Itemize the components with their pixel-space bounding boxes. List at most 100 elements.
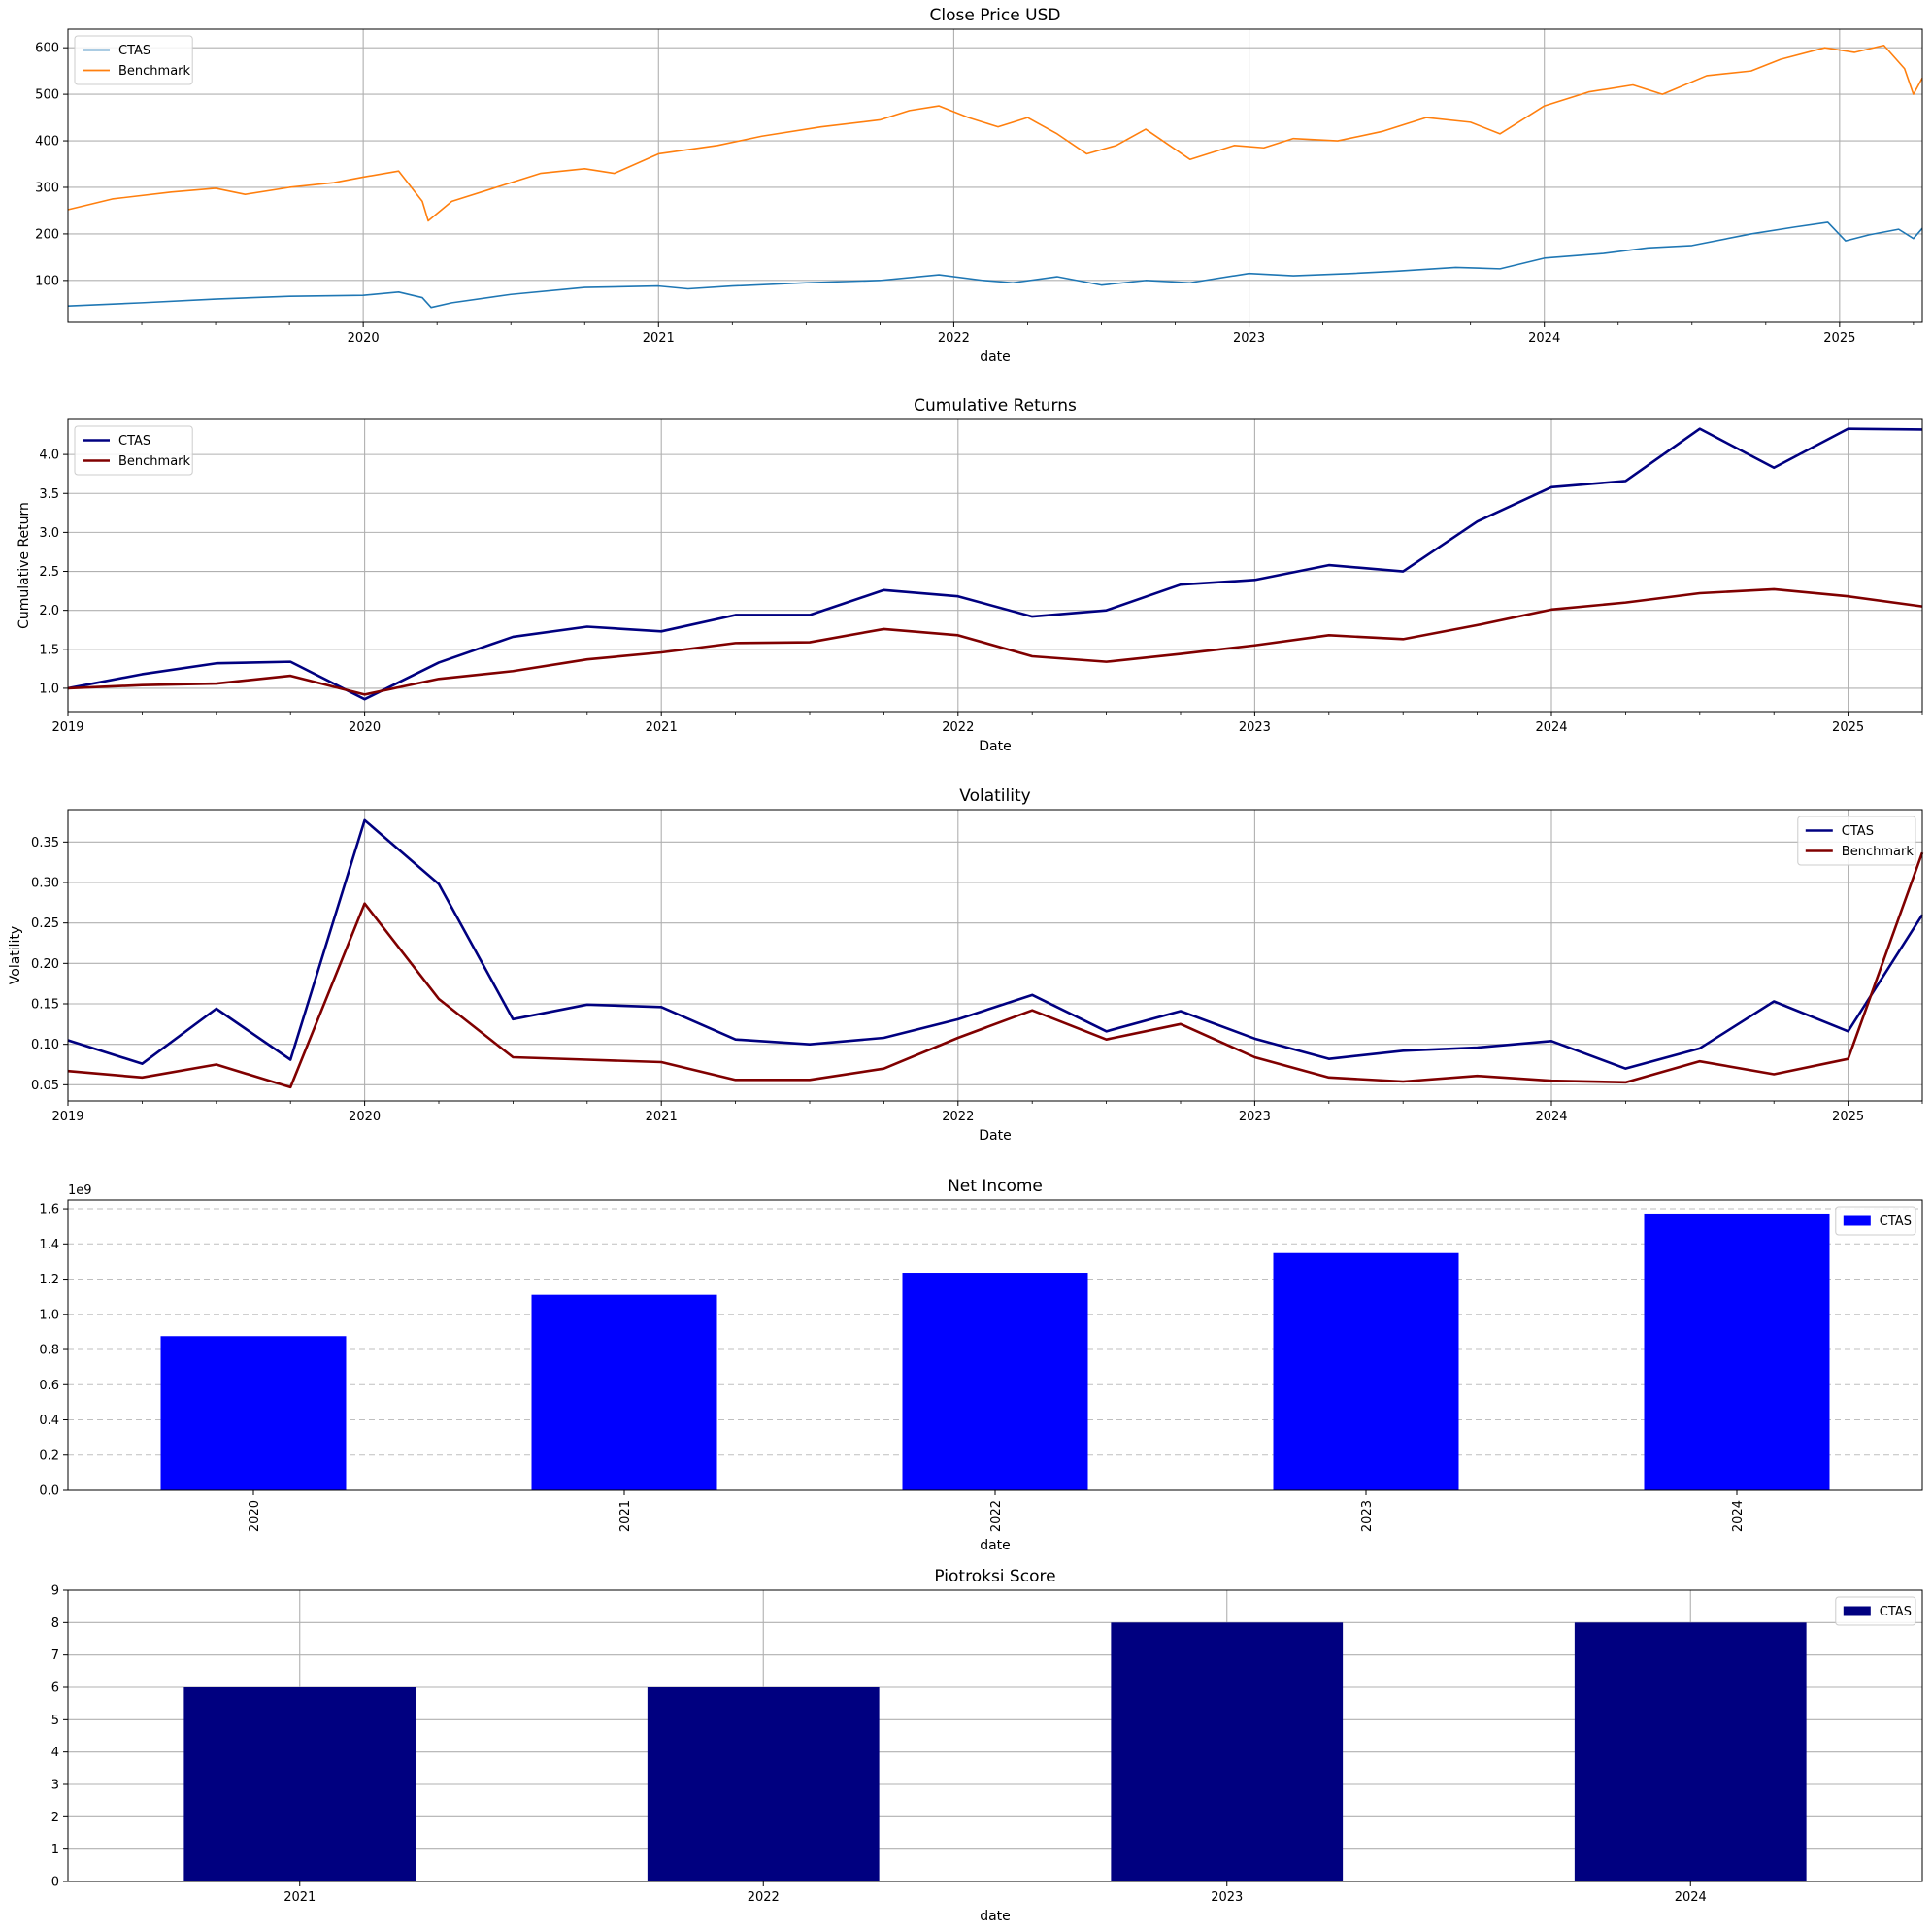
x-tick-label: 2023 — [1239, 720, 1271, 735]
y-tick-label: 0.6 — [39, 1379, 59, 1393]
legend-box — [1835, 1206, 1916, 1236]
y-tick-label: 100 — [35, 274, 59, 288]
legend-label: CTAS — [1842, 824, 1874, 839]
legend-swatch-ctas — [1843, 1606, 1871, 1616]
y-tick-label: 2.0 — [39, 604, 59, 618]
x-tick-label: 2022 — [938, 331, 970, 346]
y-tick-label: 0.35 — [31, 836, 59, 850]
x-tick-label: 2020 — [348, 331, 380, 346]
chart-title: Cumulative Returns — [914, 396, 1077, 416]
y-axis-label: Volatility — [8, 926, 23, 984]
x-tick-label: 2023 — [1239, 1110, 1271, 1124]
y-tick-label: 200 — [35, 227, 59, 242]
y-tick-label: 5 — [51, 1714, 59, 1728]
series-line-ctas — [67, 427, 1923, 701]
chart-title: Piotroksi Score — [934, 1567, 1055, 1586]
grid — [67, 419, 1922, 712]
y-tick-label: 1.0 — [39, 1308, 59, 1322]
chart-panel-1: Close Price USD 100 200 300 400 500 600 2020 202… — [35, 6, 1923, 365]
bar-2024 — [1644, 1213, 1830, 1490]
legend: CTAS Benchmark — [74, 425, 193, 476]
series-line-benchmark — [67, 44, 1923, 222]
grid — [67, 810, 1922, 1101]
bar-2021 — [531, 1294, 717, 1490]
x-tick-label: 2022 — [748, 1890, 780, 1905]
y-tick-label: 4.0 — [39, 449, 59, 463]
y-tick-label: 0.15 — [31, 998, 59, 1013]
legend-box — [74, 425, 193, 476]
x-tick-label: 2021 — [646, 720, 678, 735]
y-tick-label: 6 — [51, 1681, 59, 1696]
chart-panel-5: Piotroksi Score 0 1 2 3 4 5 6 7 8 9 2021 2022 2023 202… — [51, 1567, 1923, 1924]
y-tick-label: 1.6 — [39, 1203, 59, 1217]
x-tick-label: 2019 — [51, 1110, 83, 1124]
y-tick-label: 0.10 — [31, 1038, 59, 1052]
x-tick-label: 2025 — [1832, 1110, 1864, 1124]
y-tick-label: 0.25 — [31, 916, 59, 931]
y-tick-label: 1.4 — [39, 1238, 59, 1252]
x-tick-label: 2019 — [51, 720, 83, 735]
y-tick-label: 4 — [51, 1746, 59, 1760]
chart-title: Net Income — [948, 1177, 1043, 1196]
x-tick-label: 2024 — [1535, 720, 1567, 735]
x-axis-label: Date — [979, 739, 1011, 754]
y-tick-label: 0.05 — [31, 1079, 59, 1093]
legend-box — [1835, 1596, 1916, 1626]
y-tick-label: 9 — [51, 1584, 59, 1599]
bar-2023 — [1111, 1622, 1344, 1881]
x-tick-label: 2020 — [349, 1110, 381, 1124]
y-tick-label: 300 — [35, 181, 59, 195]
x-tick-label: 2024 — [1528, 331, 1560, 346]
legend-label: CTAS — [118, 44, 150, 58]
y-tick-label: 0.2 — [39, 1448, 59, 1463]
chart-title: Volatility — [959, 786, 1030, 806]
chart-panel-3: Volatility 0.05 0.10 0.15 0.20 0.25 0.30 0.35 20… — [8, 786, 1924, 1144]
y-axis-label: Cumulative Return — [17, 502, 32, 629]
y-tick-label: 8 — [51, 1616, 59, 1631]
x-tick-label: 2023 — [1211, 1890, 1243, 1905]
x-tick-label: 2025 — [1832, 720, 1864, 735]
grid — [68, 29, 1922, 322]
legend: CTAS Benchmark — [1797, 816, 1916, 866]
y-tick-label: 1.5 — [39, 643, 59, 657]
y-tick-label: 500 — [35, 88, 59, 103]
axes-frame — [67, 28, 1923, 323]
y-tick-label: 7 — [51, 1648, 59, 1663]
axes-frame — [67, 1589, 1923, 1882]
y-tick-label: 1.2 — [39, 1273, 59, 1287]
y-tick-label: 400 — [35, 135, 59, 150]
x-axis-label: date — [980, 350, 1011, 365]
bar-2022 — [902, 1273, 1088, 1490]
legend-box — [1797, 816, 1916, 866]
legend-swatch-ctas — [1843, 1215, 1871, 1226]
x-tick-label: 2020 — [248, 1500, 262, 1532]
y-tick-label: 0.8 — [39, 1344, 59, 1358]
x-tick-label: 2024 — [1731, 1500, 1746, 1532]
x-tick-label: 2020 — [349, 720, 381, 735]
x-axis-label: date — [980, 1538, 1011, 1553]
legend-label: CTAS — [1880, 1605, 1912, 1619]
y-tick-label: 2.5 — [39, 565, 59, 580]
x-axis-label: Date — [979, 1128, 1011, 1144]
legend-label: Benchmark — [1842, 845, 1915, 859]
y-tick-label: 0.30 — [31, 877, 59, 891]
bar-2023 — [1273, 1252, 1459, 1490]
chart-panel-4: Net Income 0.0 0.2 0.4 0.6 0.8 1.0 1.2 1.4 1.6 202… — [39, 1177, 1923, 1553]
y-tick-label: 2 — [51, 1811, 59, 1825]
legend: CTAS — [1835, 1206, 1916, 1236]
y-tick-label: 0.0 — [39, 1484, 59, 1499]
y-tick-label: 600 — [35, 42, 59, 56]
x-tick-label: 2024 — [1535, 1110, 1567, 1124]
x-axis-label: date — [980, 1909, 1011, 1924]
legend-label: CTAS — [118, 434, 150, 449]
legend-label: Benchmark — [118, 64, 191, 79]
x-tick-label: 2024 — [1675, 1890, 1707, 1905]
axes-frame — [67, 809, 1923, 1102]
series-line-benchmark — [67, 851, 1924, 1089]
y-tick-label: 0 — [51, 1876, 59, 1890]
y-tick-label: 3.0 — [39, 526, 59, 541]
legend-box — [74, 35, 193, 85]
bar-2024 — [1574, 1622, 1807, 1881]
x-tick-label: 2021 — [283, 1890, 316, 1905]
